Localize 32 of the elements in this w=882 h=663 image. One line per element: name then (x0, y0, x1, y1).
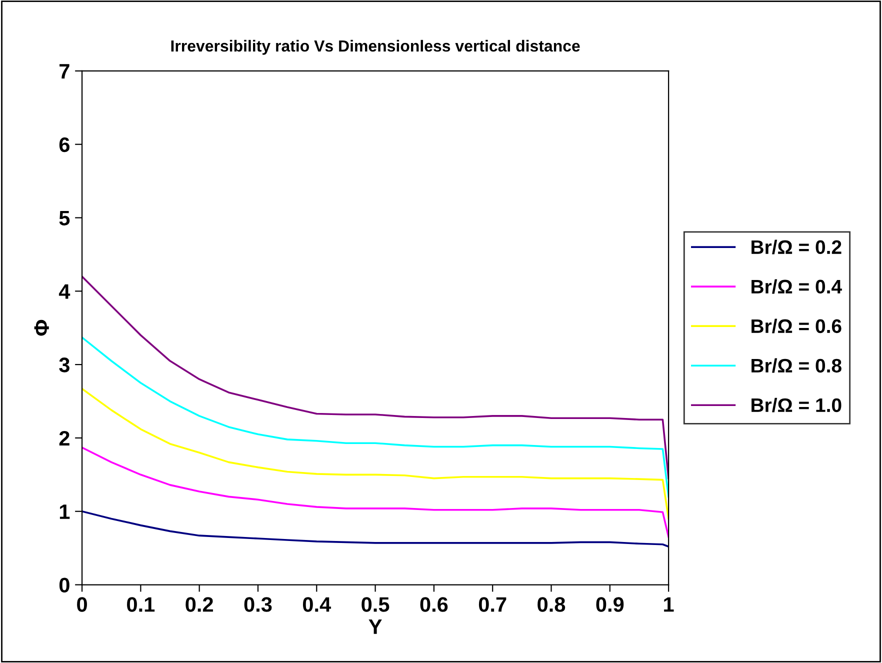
line-series (82, 276, 669, 480)
x-tick-label: 0.3 (244, 597, 272, 612)
legend-label: Br/Ω = 0.2 (752, 240, 842, 254)
x-tick-label: 0.1 (127, 597, 155, 612)
chart-title: Irreversibility ratio Vs Dimensionless vertical distance (171, 40, 580, 55)
line-series (82, 446, 669, 538)
x-tick-label: 1 (664, 597, 674, 612)
x-tick-label: 0.5 (362, 597, 390, 612)
x-tick-label: 0.7 (478, 597, 506, 612)
legend-label: Br/Ω = 0.4 (752, 279, 842, 294)
y-tick-label: 2 (59, 430, 70, 446)
x-tick-label: 0.6 (420, 597, 448, 612)
x-tick-label: 0 (77, 597, 87, 612)
y-tick-label: 3 (59, 358, 70, 372)
x-axis-title: Y (368, 620, 382, 634)
y-tick-label: 1 (60, 504, 70, 519)
x-tick-label: 0.8 (538, 597, 566, 612)
line-series (82, 510, 669, 548)
y-tick-label: 5 (59, 210, 70, 226)
x-tick-label: 0.4 (302, 597, 332, 612)
line-series (82, 336, 669, 498)
line-series (82, 388, 669, 520)
y-tick-label: 6 (59, 137, 70, 152)
legend-label: Br/Ω = 0.8 (752, 358, 842, 373)
y-axis-title: Φ (34, 320, 49, 336)
x-tick-label: 0.9 (596, 597, 624, 612)
x-tick-label: 0.2 (186, 597, 213, 612)
y-tick-label: 7 (60, 64, 70, 78)
y-tick-label: 0 (59, 578, 70, 593)
legend-label: Br/Ω = 0.6 (752, 318, 842, 334)
y-tick-label: 4 (58, 284, 70, 299)
legend-label: Br/Ω = 1.0 (752, 398, 842, 412)
